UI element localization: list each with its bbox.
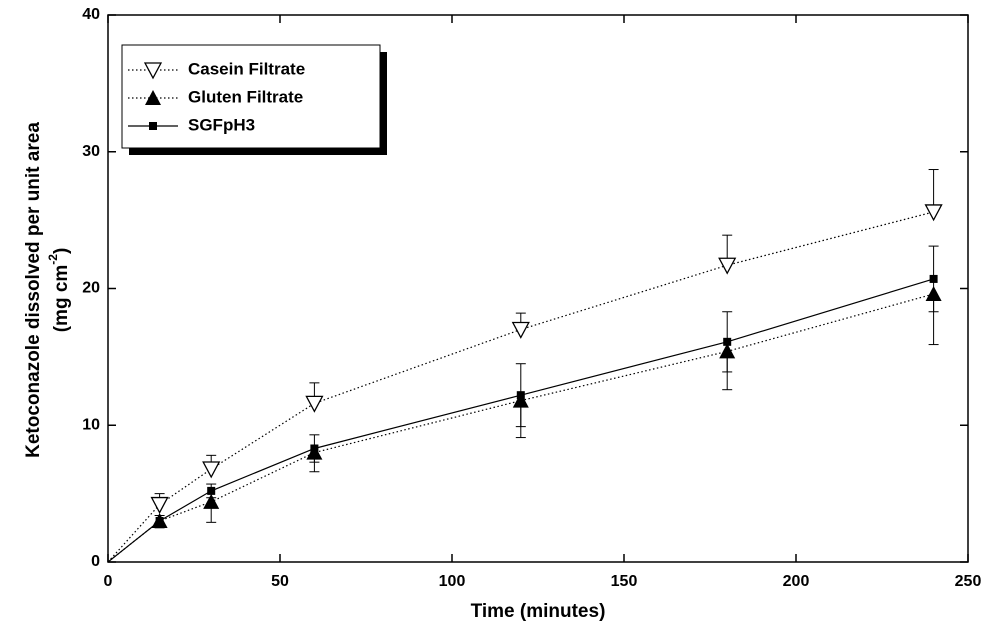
y-unit-superscript: -2 <box>46 254 60 265</box>
marker <box>516 391 525 400</box>
y-tick-label: 10 <box>82 416 100 433</box>
marker <box>723 337 732 346</box>
marker <box>305 395 324 413</box>
x-tick-label: 200 <box>783 573 810 590</box>
marker <box>155 516 164 525</box>
y-unit-close: ) <box>51 248 72 254</box>
legend-marker <box>143 62 163 80</box>
marker <box>310 444 319 453</box>
y-axis-unit: (mg cm-2) <box>46 248 72 333</box>
x-tick-label: 250 <box>955 573 982 590</box>
y-unit-text: (mg cm <box>51 265 72 333</box>
legend-label: Gluten Filtrate <box>188 87 303 106</box>
marker <box>511 321 530 339</box>
marker <box>929 274 938 283</box>
x-tick-label: 100 <box>439 573 466 590</box>
y-tick-label: 20 <box>82 280 100 297</box>
marker <box>203 493 220 509</box>
legend-marker <box>145 90 161 105</box>
legend-label: Casein Filtrate <box>188 59 305 78</box>
marker <box>924 204 943 222</box>
marker <box>718 257 737 275</box>
y-tick-label: 30 <box>82 143 100 160</box>
legend-box <box>121 44 381 149</box>
marker <box>150 496 169 514</box>
x-tick-label: 0 <box>104 573 113 590</box>
y-tick-label: 0 <box>91 553 100 570</box>
y-tick-label: 40 <box>82 6 100 23</box>
marker <box>202 461 221 479</box>
x-tick-label: 50 <box>271 573 289 590</box>
y-axis-title: Ketoconazole dissolved per unit area <box>23 122 44 458</box>
x-tick-label: 150 <box>611 573 638 590</box>
x-axis-title: Time (minutes) <box>471 601 606 622</box>
legend-label: SGFpH3 <box>188 115 255 134</box>
marker <box>207 486 216 495</box>
legend-marker <box>149 122 157 130</box>
